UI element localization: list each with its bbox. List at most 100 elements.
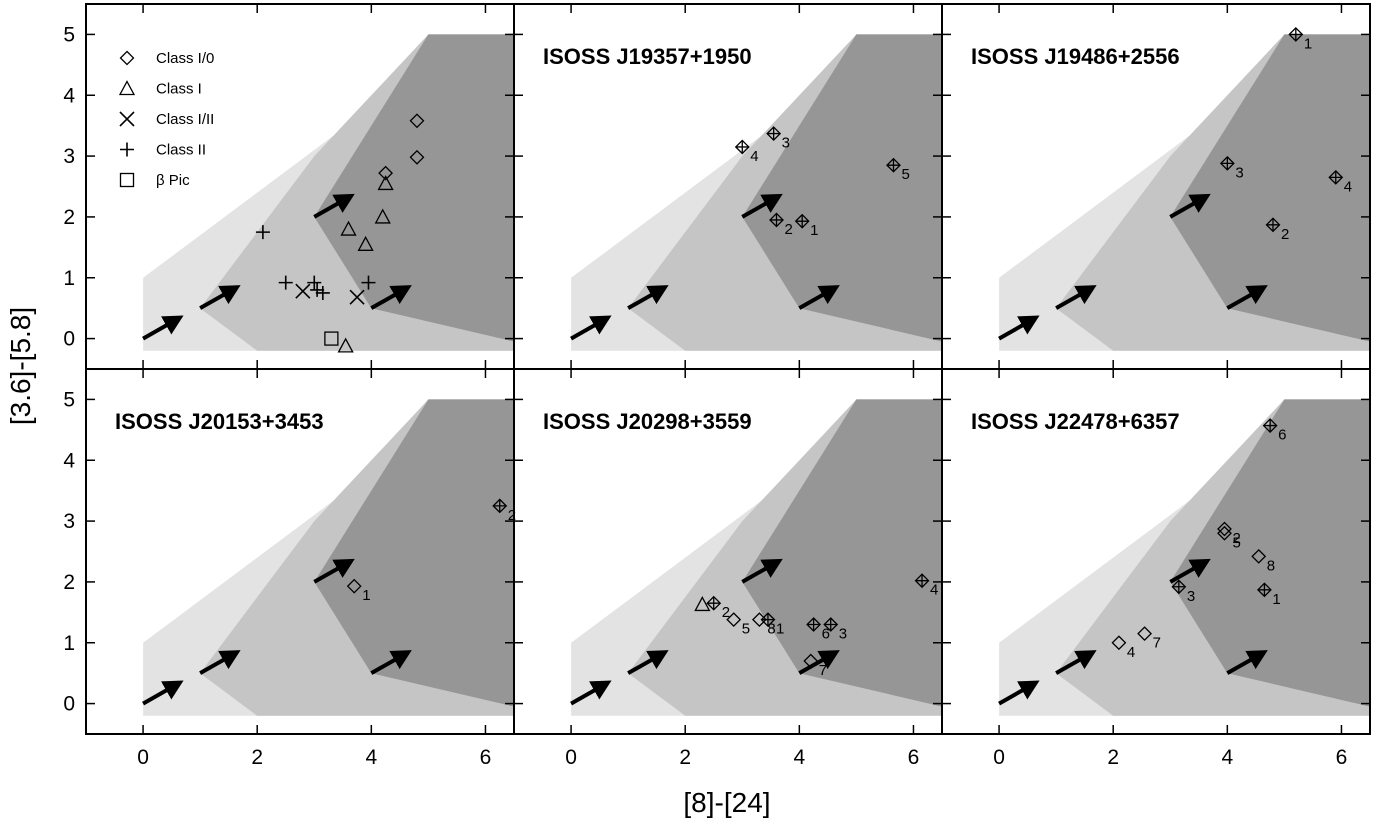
data-point-label: 1 [362, 587, 370, 604]
triangle-marker [694, 596, 711, 612]
data-point: 6 [806, 617, 830, 643]
reddening-arrow [1055, 650, 1097, 675]
panel-title: ISOSS J22478+6357 [971, 409, 1180, 434]
data-point: 1 [1288, 26, 1312, 52]
data-point [377, 175, 394, 191]
data-point-label: 2 [1232, 530, 1240, 547]
x-tick-label: 0 [137, 746, 149, 769]
panel-1: 0 1 2 3 4 5 Class I/0 Class I Class I/II Class II… [63, 3, 515, 370]
plus-marker [1263, 419, 1277, 433]
data-point [278, 275, 293, 290]
data-point-label: 1 [1272, 591, 1280, 608]
legend-entry: Class I [118, 80, 202, 98]
x-tick-label: 4 [1221, 746, 1233, 769]
reddening-arrow [142, 315, 184, 341]
data-points: 1 2 3 4 5 6 7 8 [694, 573, 938, 679]
data-point-label: 4 [1127, 644, 1135, 661]
data-point [255, 225, 270, 240]
plus-marker [735, 140, 749, 154]
plus-marker [707, 596, 721, 610]
plus-marker [767, 127, 781, 141]
triangle-marker [340, 220, 357, 236]
data-point-label: 3 [1187, 588, 1195, 605]
data-point: 2 [769, 212, 793, 238]
reddening-arrow [627, 285, 669, 310]
diamond-marker [1217, 521, 1232, 537]
diamond-marker [751, 612, 767, 628]
x-tick-label: 2 [679, 746, 691, 769]
data-point-label: 2 [508, 507, 516, 524]
data-point [324, 331, 339, 346]
region-dark [314, 34, 514, 342]
reddening-arrow [313, 193, 355, 219]
data-point [357, 235, 374, 251]
plus-marker [120, 142, 134, 157]
y-tick-label: 4 [63, 84, 75, 107]
shaded-regions [570, 399, 942, 716]
plus-marker [1220, 156, 1234, 170]
diamond-marker [409, 113, 425, 129]
x-tick-label: 6 [908, 746, 920, 769]
reddening-arrow [798, 285, 840, 310]
reddening-arrow [199, 285, 241, 310]
plus-marker [255, 225, 270, 240]
y-tick-label: 2 [63, 206, 75, 229]
shaded-regions [570, 34, 942, 351]
plus-marker [795, 214, 809, 228]
data-point [361, 275, 376, 290]
plus-marker [361, 275, 376, 290]
y-tick-label: 1 [63, 267, 75, 290]
diamond-marker [1137, 626, 1153, 642]
plus-marker [307, 275, 322, 290]
reddening-arrow [1169, 193, 1211, 219]
diamond-marker [1251, 548, 1267, 564]
region-dark [1170, 34, 1370, 342]
data-point: 3 [1171, 579, 1195, 605]
y-tick-label: 5 [63, 23, 75, 46]
data-point: 3 [1219, 155, 1244, 181]
reddening-arrow [798, 650, 840, 675]
legend-entry: Class I/0 [119, 50, 214, 67]
data-point [337, 337, 354, 353]
diamond-marker [1288, 26, 1304, 42]
x-tick-label: 4 [793, 746, 805, 769]
x-marker [119, 111, 135, 127]
data-point-label: 3 [839, 626, 847, 643]
panel-frame [941, 368, 1371, 735]
reddening-arrow [313, 558, 355, 584]
region-dark [742, 34, 942, 342]
reddening-arrow [370, 285, 412, 310]
y-tick-label: 3 [63, 145, 75, 168]
data-points: 1 2 3 4 [1219, 26, 1352, 243]
plus-marker [886, 158, 900, 172]
diamond-marker [1217, 525, 1232, 541]
reddening-arrow [1055, 285, 1097, 310]
diamond-marker [1111, 635, 1127, 651]
data-point-label: 8 [767, 621, 775, 638]
data-points: 1 2 3 4 5 6 7 8 [1111, 418, 1286, 661]
data-point: 2 [706, 595, 730, 621]
triangle-marker [374, 208, 391, 224]
diamond-marker [378, 165, 394, 181]
data-point: 7 [803, 653, 827, 679]
y-tick-label: 3 [63, 510, 75, 533]
data-point [378, 165, 394, 181]
reddening-arrow [998, 315, 1040, 341]
data-point-label: 5 [901, 166, 909, 183]
data-point: 4 [914, 573, 938, 599]
data-point [307, 275, 322, 290]
legend-label: Class I [156, 81, 202, 98]
reddening-arrow [1169, 558, 1211, 584]
data-point-label: 2 [1281, 226, 1289, 243]
legend-label: Class I/0 [156, 50, 214, 67]
reddening-arrow [627, 650, 669, 675]
region-dark [742, 399, 942, 707]
data-point [310, 282, 325, 297]
data-point: 4 [1111, 635, 1135, 661]
data-point-label: 1 [776, 621, 784, 638]
data-point: 2 [492, 498, 516, 524]
y-tick-label: 4 [63, 449, 75, 472]
panel-2: ISOSS J19357+1950 12 3 4 5 [513, 3, 943, 370]
data-point [340, 220, 357, 236]
panel-5: 0 2 4 6 ISOSS J20298+3559 1 2 3 4 5 6 7 8 [513, 368, 943, 769]
